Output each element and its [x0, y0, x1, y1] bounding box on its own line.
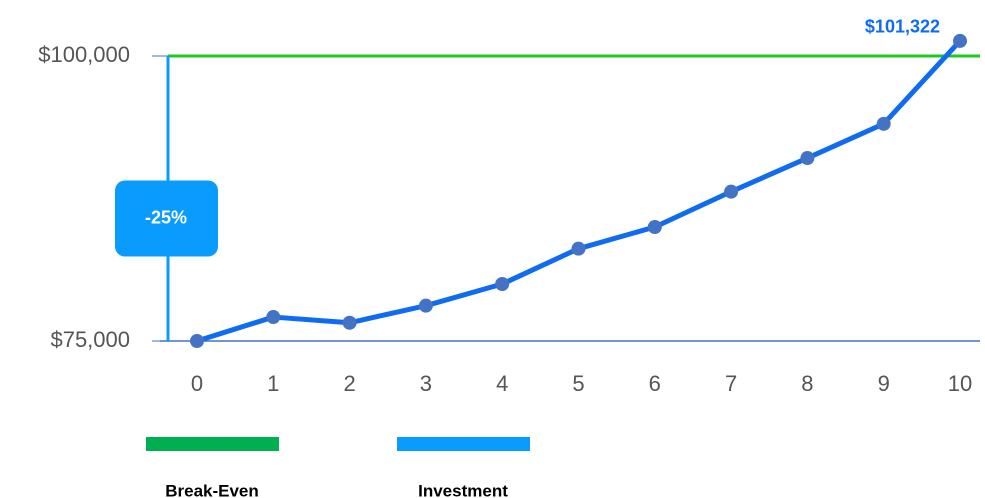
x-tick-label: 4: [496, 371, 508, 396]
point: [495, 277, 510, 291]
point: [571, 241, 586, 256]
series-line: [196, 39, 962, 344]
y-tick-label: $75,000: [50, 327, 130, 352]
point: [647, 220, 662, 234]
x-tick-label: 10: [948, 371, 972, 396]
x-tick-label: 0: [191, 371, 203, 396]
legend-swatch: [146, 437, 279, 451]
value-label: $101,322: [865, 17, 940, 37]
annotation-box: [115, 180, 218, 257]
x-tick-label: 5: [572, 371, 584, 396]
point: [953, 33, 967, 48]
x-tick-label: 3: [420, 371, 432, 396]
annotation-text: -25%: [145, 207, 187, 227]
x-tick-label: 1: [267, 371, 279, 396]
legend-label: Break-Even: [165, 481, 259, 498]
y-tick-label: $100,000: [38, 42, 130, 67]
legend-label: Investment: [418, 481, 508, 498]
x-tick-label: 6: [649, 371, 661, 396]
point: [418, 298, 433, 313]
point: [190, 334, 204, 348]
point: [266, 310, 281, 325]
x-tick-label: 8: [801, 371, 813, 396]
point: [800, 151, 815, 166]
point: [342, 315, 357, 330]
legend-swatch: [397, 437, 530, 451]
x-tick-label: 2: [343, 371, 355, 396]
x-tick-label: 9: [878, 371, 890, 396]
point: [876, 116, 891, 131]
point: [724, 184, 739, 199]
x-tick-label: 7: [725, 371, 737, 396]
